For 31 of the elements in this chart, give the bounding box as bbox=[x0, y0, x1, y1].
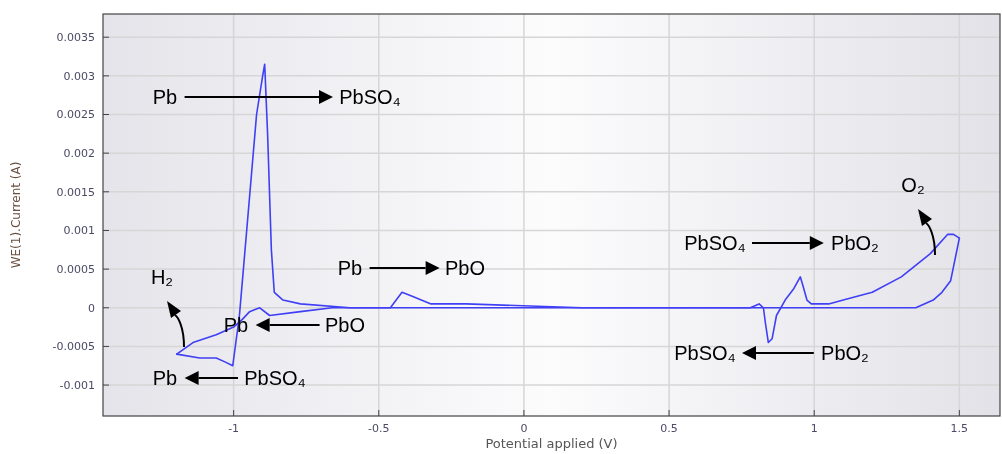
annotation: PbSO₄ bbox=[674, 342, 736, 364]
x-tick-label: 0 bbox=[520, 422, 528, 435]
y-tick-label: 0.0025 bbox=[56, 108, 95, 122]
y-tick-label: 0.001 bbox=[63, 224, 95, 238]
annotation: Pb bbox=[152, 367, 178, 389]
annotation: PbSO₄ bbox=[339, 86, 401, 108]
y-tick-label: -0.0005 bbox=[52, 340, 95, 354]
annotation: PbO₂ bbox=[821, 342, 869, 364]
annotation: PbO bbox=[444, 257, 486, 279]
x-tick-label: -1 bbox=[228, 422, 240, 435]
y-axis-title: WE(1).Current (A) bbox=[9, 161, 23, 269]
y-tick-label: 0.0015 bbox=[56, 185, 95, 199]
annotation: PbO₂ bbox=[831, 232, 879, 254]
y-tick-label: -0.001 bbox=[59, 378, 95, 392]
annotation: PbSO₄ bbox=[684, 232, 746, 254]
x-axis-title: Potential applied (V) bbox=[485, 436, 618, 451]
x-tick-label: -0.5 bbox=[368, 422, 390, 435]
annotation: PbSO₄ bbox=[244, 367, 306, 389]
y-tick-label: 0 bbox=[88, 301, 95, 315]
x-tick-label: 0.5 bbox=[660, 422, 678, 435]
annotation: Pb bbox=[152, 86, 178, 108]
y-tick-label: 0.003 bbox=[63, 69, 95, 83]
x-tick-label: 1.5 bbox=[950, 422, 969, 435]
y-tick-label: 0.0035 bbox=[56, 31, 95, 45]
annotation: O₂ bbox=[901, 174, 925, 196]
annotation: Pb bbox=[337, 257, 363, 279]
y-tick-label: 0.002 bbox=[63, 147, 95, 160]
x-tick-label: 1 bbox=[810, 422, 818, 435]
y-tick-label: 0.0005 bbox=[56, 262, 95, 276]
annotation: PbO bbox=[324, 314, 366, 336]
annotation: H₂ bbox=[150, 266, 174, 288]
